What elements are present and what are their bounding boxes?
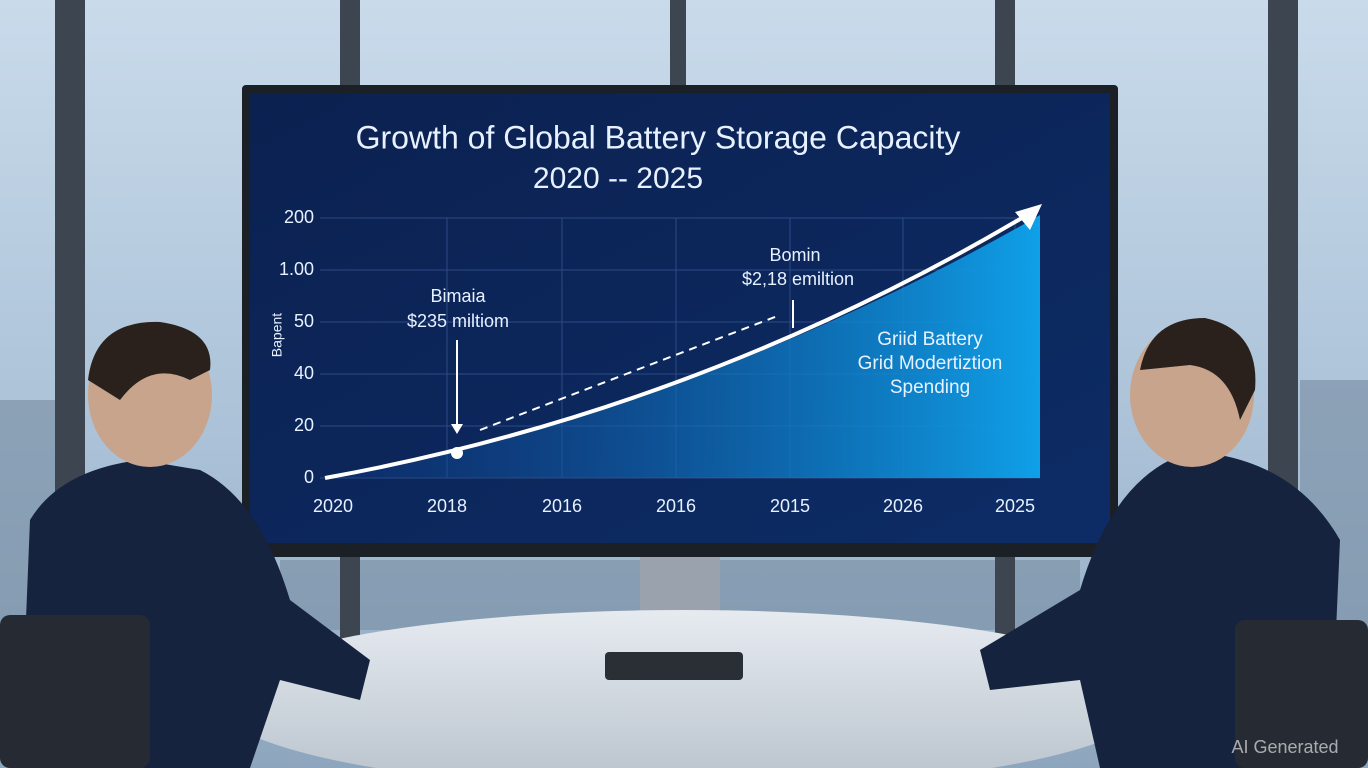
point — [451, 447, 463, 459]
pointer-head — [451, 424, 463, 434]
curve-arrow — [1015, 204, 1042, 230]
watermark: AI Generated — [1231, 737, 1338, 757]
annotation-value: $235 miltiom — [407, 311, 509, 331]
x-tick-label: 2026 — [883, 496, 923, 516]
curve — [324, 210, 1034, 480]
y-tick-label: 200 — [284, 207, 314, 227]
x-tick-label: 2015 — [770, 496, 810, 516]
y-tick-label: 40 — [294, 363, 314, 383]
chart-title: Growth of Global Battery Storage Capacit… — [356, 119, 961, 155]
series-label: Spending — [890, 377, 970, 398]
x-tick-label: 2016 — [542, 496, 582, 516]
x-tick-label: 2025 — [995, 496, 1035, 516]
series-label: Grid Modertiztion — [858, 353, 1003, 374]
y-tick-label: 0 — [304, 467, 314, 487]
area — [325, 215, 1040, 478]
device — [605, 652, 743, 680]
x-tick-label: 2018 — [427, 496, 467, 516]
annotation-heading: Bomin — [769, 245, 820, 265]
x-tick-label: 2020 — [313, 496, 353, 516]
y-tick-label: 20 — [294, 415, 314, 435]
dashed-line — [479, 314, 781, 431]
series-label: Griid Battery — [877, 329, 983, 350]
y-tick-label: 1.00 — [279, 259, 314, 279]
y-tick-label: 50 — [294, 311, 314, 331]
annotation-heading: Bimaia — [430, 286, 486, 306]
table — [214, 610, 1154, 768]
y-axis-label: Bapent — [269, 313, 285, 357]
x-tick-label: 2016 — [656, 496, 696, 516]
annotation-value: $2,18 emiltion — [742, 269, 854, 289]
chart-subtitle: 2020 -- 2025 — [533, 162, 703, 195]
chairs — [0, 615, 1368, 768]
